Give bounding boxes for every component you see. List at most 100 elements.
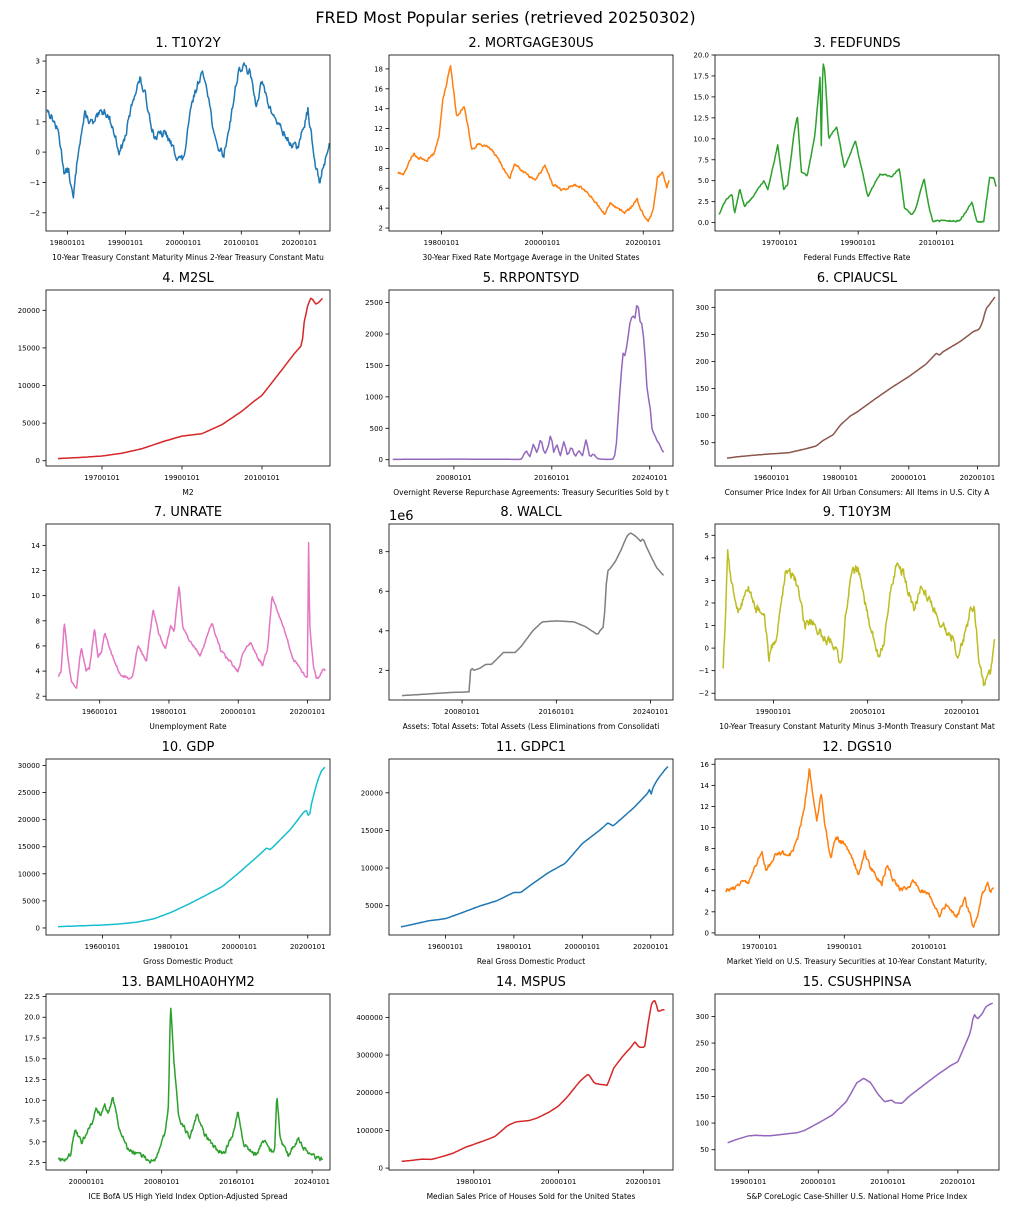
x-tick-label: 20050101: [850, 708, 886, 716]
chart-title: 4. M2SL: [162, 271, 214, 286]
chart-panel-12: 12. DGS10 Market Yield on U.S. Treasury S…: [700, 740, 1000, 966]
y-tick-label: 200: [696, 1066, 709, 1074]
y-tick-label: 2: [705, 599, 709, 607]
x-tick-label: 20100101: [224, 239, 260, 247]
x-tick-label: 20160101: [539, 708, 575, 716]
x-tick-label: 19800101: [424, 239, 460, 247]
y-tick-label: 22.5: [24, 993, 40, 1001]
y-tick-label: −2: [699, 690, 709, 698]
y-tick-label: 300: [696, 304, 709, 312]
y-tick-label: 6: [705, 866, 710, 874]
x-tick-label: 20080101: [144, 1178, 180, 1186]
y-tick-label: 2000: [365, 331, 383, 339]
y-tick-label: 15.0: [693, 93, 709, 101]
series-line: [57, 1007, 324, 1164]
y-tick-label: 15000: [361, 827, 383, 835]
x-tick-label: 19800101: [456, 1178, 492, 1186]
chart-title: 7. UNRATE: [154, 505, 222, 520]
x-tick-label: 19600101: [754, 474, 790, 482]
y-tick-label: 2: [36, 693, 40, 701]
y-tick-label: 18: [374, 65, 383, 73]
y-tick-label: 14: [700, 782, 709, 790]
axes-frame: [45, 289, 331, 467]
x-tick-label: 20200101: [960, 474, 996, 482]
chart-title: 14. MSPUS: [496, 975, 566, 990]
x-tick-label: 19700101: [762, 239, 798, 247]
y-tick-label: 15.0: [24, 1055, 40, 1063]
chart-panel-6: 6. CPIAUCSL Consumer Price Index for All …: [696, 271, 1000, 497]
axes-frame: [388, 54, 674, 232]
chart-title: 12. DGS10: [822, 740, 892, 755]
x-tick-label: 19600101: [428, 943, 464, 951]
y-tick-label: 10.0: [693, 135, 709, 143]
chart-title: 3. FEDFUNDS: [813, 36, 900, 51]
y-tick-label: −2: [30, 209, 40, 217]
y-tick-label: −1: [699, 667, 709, 675]
chart-title: 6. CPIAUCSL: [817, 271, 898, 286]
y-tick-label: 8: [705, 845, 709, 853]
y-tick-label: 0: [705, 645, 709, 653]
y-tick-label: 10000: [18, 870, 40, 878]
y-tick-label: 8: [36, 617, 40, 625]
x-tick-label: 19900101: [826, 943, 862, 951]
x-tick-label: 20200101: [633, 943, 669, 951]
axes-frame: [45, 523, 331, 701]
chart-title: 13. BAMLH0A0HYM2: [121, 975, 255, 990]
y-tick-label: 300: [696, 1013, 709, 1021]
y-tick-label: 3: [705, 577, 709, 585]
y-tick-label: 4: [705, 554, 710, 562]
x-tick-label: 19600101: [82, 708, 118, 716]
x-tick-label: 20000101: [222, 943, 258, 951]
axes-frame: [388, 289, 674, 467]
series-line: [57, 541, 326, 689]
series-line: [400, 765, 669, 928]
y-tick-label: 1000: [365, 393, 383, 401]
series-line: [46, 62, 330, 199]
series-line: [392, 304, 665, 461]
y-tick-label: 5000: [22, 420, 40, 428]
chart-title: 15. CSUSHPINSA: [803, 975, 912, 990]
series-line: [725, 768, 995, 928]
y-tick-label: 15000: [18, 843, 40, 851]
chart-panel-9: 9. T10Y3M 10-Year Treasury Constant Matur…: [699, 505, 1000, 731]
axes-frame: [45, 54, 331, 232]
x-axis-label: Overnight Reverse Repurchase Agreements:…: [393, 488, 669, 497]
series-line: [718, 63, 997, 224]
x-tick-label: 19800101: [822, 474, 858, 482]
chart-panel-8: 8. WALCL Assets: Total Assets: Total Asse…: [379, 505, 674, 731]
chart-panel-4: 4. M2SL M2 0 5000 10000 15000 20000 19700101 199…: [18, 271, 331, 497]
series-line: [57, 297, 323, 460]
chart-panel-13: 13. BAMLH0A0HYM2 ICE BofA US High Yield I…: [24, 975, 331, 1201]
y-tick-label: 100000: [356, 1127, 383, 1135]
x-tick-label: 20000101: [541, 1178, 577, 1186]
y-tick-label: 2500: [365, 299, 383, 307]
chart-panel-7: 7. UNRATE Unemployment Rate 2 4 6 8 10 12 14 1960…: [31, 505, 331, 731]
x-axis-label: Median Sales Price of Houses Sold for th…: [427, 1192, 636, 1201]
y-tick-label: 15000: [18, 344, 40, 352]
x-axis-label: M2: [182, 488, 193, 497]
x-tick-label: 20200101: [625, 239, 661, 247]
x-tick-label: 19800101: [496, 943, 532, 951]
x-tick-label: 20000101: [565, 943, 601, 951]
x-tick-label: 19900101: [731, 1178, 767, 1186]
series-line: [726, 296, 996, 459]
y-tick-label: 0: [379, 456, 383, 464]
y-tick-label: 16: [700, 761, 709, 769]
y-tick-label: 8: [379, 165, 383, 173]
x-axis-label: Unemployment Rate: [149, 722, 227, 731]
y-tick-label: 20000: [18, 307, 40, 315]
x-axis-label: Gross Domestic Product: [143, 957, 233, 966]
x-tick-label: 20000101: [891, 474, 927, 482]
y-tick-label: 14: [374, 105, 383, 113]
y-tick-label: 7.5: [698, 156, 709, 164]
y-tick-label: 300000: [356, 1052, 383, 1060]
axes-frame: [714, 289, 1000, 467]
y-tick-label: 30000: [18, 762, 40, 770]
x-axis-label: 30-Year Fixed Rate Mortgage Average in t…: [422, 253, 639, 262]
chart-panel-14: 14. MSPUS Median Sales Price of Houses So…: [356, 975, 674, 1201]
x-tick-label: 20200101: [626, 1178, 662, 1186]
y-tick-label: 400000: [356, 1014, 383, 1022]
y-tick-label: 17.5: [693, 72, 709, 80]
chart-title: 9. T10Y3M: [823, 505, 891, 520]
series-line: [722, 549, 996, 687]
